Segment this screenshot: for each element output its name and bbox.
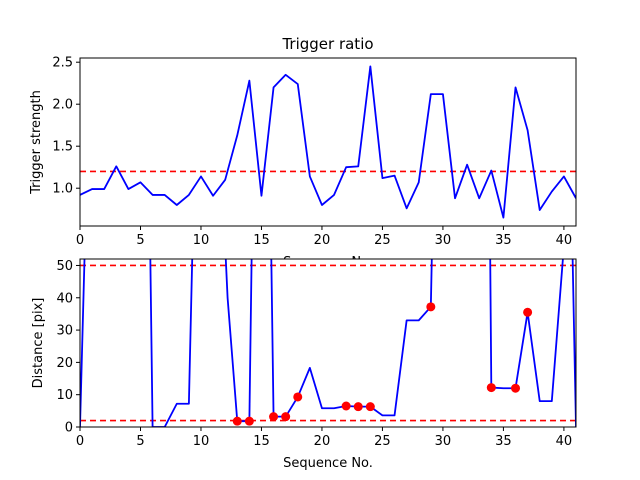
data-point-marker <box>281 412 291 422</box>
y-tick-label: 50 <box>56 259 73 274</box>
x-tick-label: 35 <box>495 233 512 248</box>
y-tick-label: 40 <box>56 291 73 306</box>
trigger-strength-line <box>80 65 576 219</box>
x-tick-label: 35 <box>495 434 512 449</box>
y-tick-label: 20 <box>56 356 73 371</box>
axes-background <box>80 259 576 427</box>
y-ticks: 1.0 1.5 2.0 2.5 <box>52 56 80 197</box>
x-ticks: 0 5 10 15 20 25 30 35 40 <box>76 226 572 248</box>
x-tick-label: 40 <box>556 233 573 248</box>
x-tick-label: 25 <box>374 233 391 248</box>
y-tick-label: 2.5 <box>52 56 73 71</box>
axes-frame <box>79 258 577 428</box>
data-point-marker <box>365 402 375 412</box>
y-tick-label: 1.0 <box>52 182 73 197</box>
x-tick-label: 30 <box>435 233 452 248</box>
data-point-marker <box>511 383 521 393</box>
x-ticks: 0 5 10 15 20 25 30 35 40 <box>76 427 572 449</box>
data-point-marker <box>523 307 533 317</box>
y-axis-label: Trigger strength <box>29 90 44 195</box>
plot-area <box>80 65 576 219</box>
plot-area <box>80 259 576 427</box>
data-point-marker <box>353 402 363 412</box>
data-point-marker <box>232 416 242 426</box>
x-tick-label: 10 <box>193 434 210 449</box>
x-tick-label: 10 <box>193 233 210 248</box>
x-tick-label: 25 <box>374 434 391 449</box>
x-axis-label: Sequence No. <box>283 456 373 471</box>
data-point-marker <box>341 401 351 411</box>
x-tick-label: 20 <box>314 434 331 449</box>
y-tick-label: 10 <box>56 388 73 403</box>
x-tick-label: 0 <box>76 233 84 248</box>
threshold-lines <box>80 264 576 422</box>
matched-points <box>232 302 533 426</box>
x-tick-label: 5 <box>136 233 144 248</box>
x-tick-label: 20 <box>314 233 331 248</box>
x-tick-label: 15 <box>253 233 270 248</box>
y-tick-label: 0 <box>65 421 73 436</box>
y-axis-label: Distance [pix] <box>31 298 46 389</box>
data-point-marker <box>244 416 254 426</box>
axes-frame <box>79 57 577 227</box>
y-tick-label: 2.0 <box>52 98 73 113</box>
x-tick-label: 15 <box>253 434 270 449</box>
data-point-marker <box>293 392 303 402</box>
x-tick-label: 0 <box>76 434 84 449</box>
x-tick-label: 40 <box>556 434 573 449</box>
y-ticks: 0 10 20 30 40 50 <box>56 259 80 436</box>
x-tick-label: 5 <box>136 434 144 449</box>
chart-title: Trigger ratio <box>281 35 373 53</box>
x-tick-label: 30 <box>435 434 452 449</box>
data-point-marker <box>426 302 436 312</box>
y-tick-label: 1.5 <box>52 140 73 155</box>
data-point-marker <box>269 412 279 422</box>
data-point-marker <box>486 383 496 393</box>
y-tick-label: 30 <box>56 324 73 339</box>
distance-chart: 0 5 10 15 20 25 30 35 40 0 10 20 30 40 50 Sequence No… <box>31 258 577 471</box>
